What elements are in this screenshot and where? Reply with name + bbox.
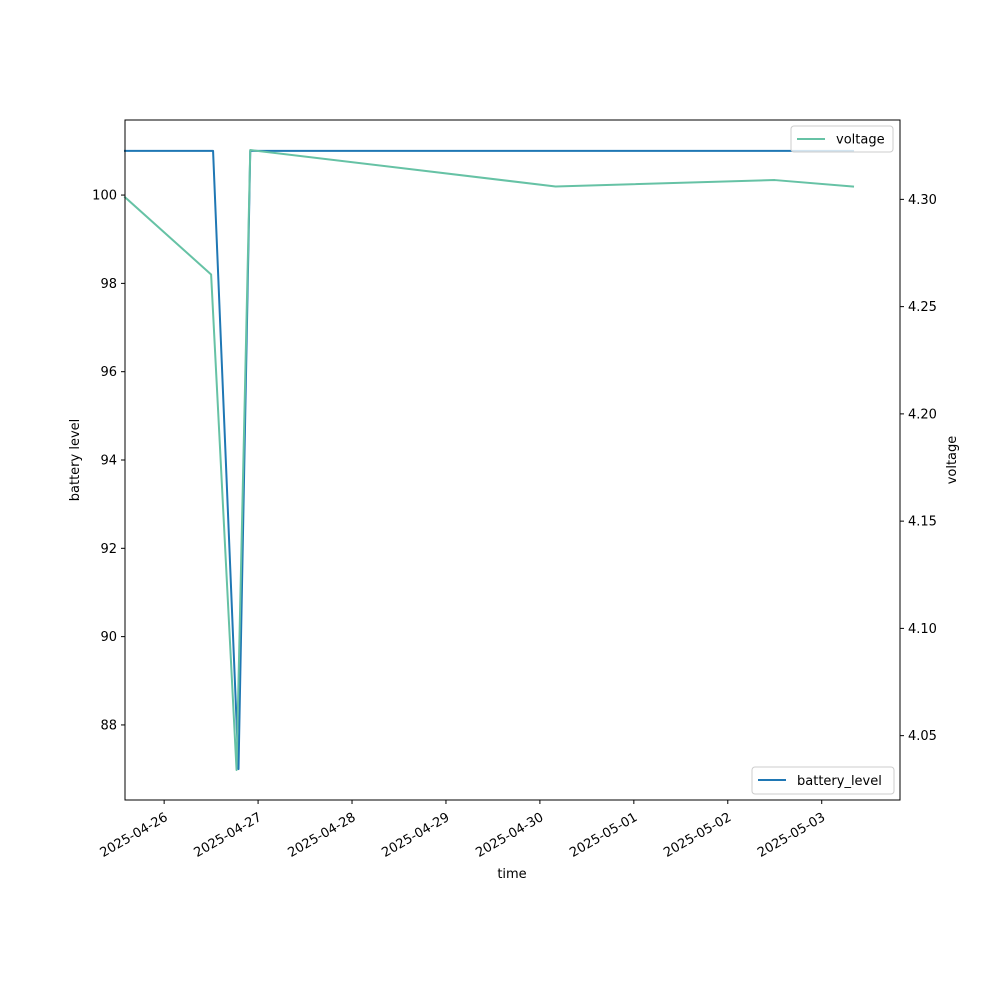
- y-right-tick-label: 4.30: [908, 193, 937, 208]
- y-right-tick-label: 4.05: [908, 729, 937, 744]
- series-line-battery-level: [124, 149, 855, 771]
- y-right-tick-label: 4.10: [908, 622, 937, 637]
- y-axis-left: 88 90 92 94 96 98 100: [92, 189, 125, 733]
- y-left-tick-label: 100: [92, 189, 117, 204]
- y-left-tick-label: 90: [100, 630, 117, 645]
- x-tick-label: 2025-05-02: [661, 810, 734, 861]
- x-tick-label: 2025-05-01: [567, 810, 640, 861]
- x-tick-label: 2025-04-28: [285, 810, 358, 861]
- legend-voltage: voltage: [790, 125, 894, 153]
- y-axis-right-label: voltage: [945, 436, 960, 485]
- legend-battery-level-box: [751, 766, 895, 795]
- legend-voltage-label: voltage: [836, 133, 885, 148]
- y-left-tick-label: 96: [100, 365, 117, 380]
- legend-battery-level: battery_level: [751, 766, 895, 795]
- x-axis-label: time: [497, 867, 526, 882]
- x-tick-label: 2025-04-26: [98, 810, 171, 861]
- legend-battery-level-label: battery_level: [797, 774, 882, 789]
- series-line-voltage: [123, 149, 855, 771]
- y-right-tick-label: 4.25: [908, 300, 937, 315]
- series-layer: [123, 149, 855, 771]
- x-tick-label: 2025-05-03: [755, 810, 828, 861]
- y-left-tick-label: 88: [100, 718, 117, 733]
- y-left-tick-label: 94: [100, 454, 117, 469]
- y-left-tick-label: 98: [100, 277, 117, 292]
- y-axis-left-label: battery level: [68, 419, 83, 502]
- x-tick-label: 2025-04-29: [379, 810, 452, 861]
- legend-voltage-box: [790, 125, 894, 153]
- y-axis-right: 4.05 4.10 4.15 4.20 4.25 4.30: [900, 193, 937, 744]
- x-axis: 2025-04-26 2025-04-27 2025-04-28 2025-04-29…: [98, 800, 828, 861]
- y-right-tick-label: 4.15: [908, 515, 937, 530]
- x-tick-label: 2025-04-27: [192, 810, 265, 861]
- y-left-tick-label: 92: [100, 542, 117, 557]
- x-tick-label: 2025-04-30: [473, 810, 546, 861]
- plot-frame: [124, 119, 901, 801]
- y-right-tick-label: 4.20: [908, 407, 937, 422]
